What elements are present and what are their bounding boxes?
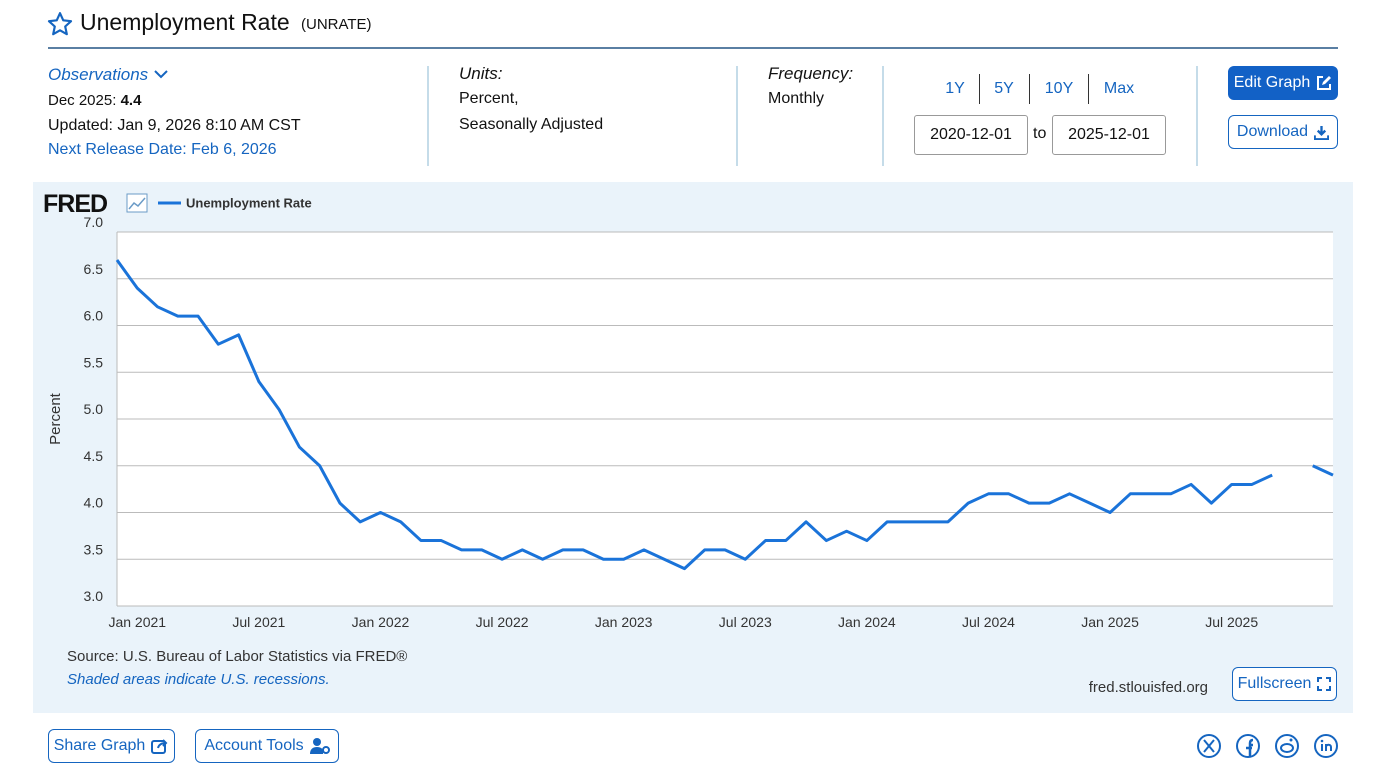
y-tick-label: 3.5	[84, 541, 104, 557]
share-icon	[151, 739, 168, 754]
x-tick-label: Jan 2023	[595, 614, 653, 630]
x-tick-label: Jul 2021	[232, 614, 285, 630]
latest-observation: Dec 2025: 4.4	[48, 92, 141, 109]
series-id: (UNRATE)	[301, 16, 372, 33]
y-tick-label: 4.0	[84, 495, 104, 511]
end-date[interactable]: 2025-12-01	[1052, 115, 1166, 155]
fullscreen-button[interactable]: Fullscreen	[1232, 667, 1337, 701]
separator	[427, 66, 429, 166]
edit-graph-button[interactable]: Edit Graph	[1228, 66, 1338, 100]
frequency-value: Monthly	[768, 90, 825, 107]
to-label: to	[1033, 125, 1047, 142]
x-tick-label: Jul 2023	[719, 614, 772, 630]
x-tick-label: Jul 2024	[962, 614, 1015, 630]
site: fred.stlouisfed.org	[1089, 679, 1208, 696]
series-line	[115, 259, 1334, 571]
download-label[interactable]: Download	[1236, 123, 1309, 140]
linkedin-icon[interactable]	[1314, 734, 1338, 758]
share-graph-button[interactable]: Share Graph	[48, 729, 175, 763]
chart: FRED Percent Source: U.S. Bureau of Labo…	[43, 190, 1334, 696]
y-tick-label: 6.5	[84, 261, 104, 277]
separator	[736, 66, 738, 166]
range-link[interactable]: Max	[1103, 80, 1135, 97]
next-release[interactable]: Next Release Date: Feb 6, 2026	[48, 141, 277, 158]
logo-icon	[126, 193, 148, 213]
y-tick-label: 6.0	[84, 308, 104, 324]
y-tick-label: 5.5	[84, 354, 104, 370]
account-icon	[309, 738, 330, 754]
separator	[882, 66, 884, 166]
x-tick-label: Jul 2022	[476, 614, 529, 630]
separator	[1196, 66, 1198, 166]
account-label[interactable]: Account Tools	[204, 737, 304, 754]
star-icon[interactable]	[47, 11, 73, 37]
x-tick-label: Jan 2022	[352, 614, 410, 630]
account-tools-button[interactable]: Account Tools	[195, 729, 339, 763]
x-tick-label: Jul 2025	[1205, 614, 1258, 630]
separator	[979, 74, 980, 104]
y-axis-label: Percent	[47, 392, 64, 445]
x-tick-label: Jan 2021	[108, 614, 166, 630]
x-tick-label: Jan 2025	[1081, 614, 1139, 630]
y-tick-label: 7.0	[84, 214, 104, 230]
edit-icon	[1317, 76, 1332, 90]
frequency-label: Frequency:	[768, 64, 854, 83]
source: Source: U.S. Bureau of Labor Statistics …	[67, 648, 407, 665]
y-tick-label: 5.0	[84, 401, 104, 417]
updated: Updated: Jan 9, 2026 8:10 AM CST	[48, 117, 301, 134]
facebook-icon[interactable]	[1236, 734, 1260, 758]
observations-toggle[interactable]: Observations	[48, 65, 169, 85]
units-label: Units:	[459, 64, 503, 83]
x-icon[interactable]	[1197, 734, 1221, 758]
fred-logo: FRED	[43, 190, 107, 218]
units-line: Percent,	[459, 90, 519, 107]
rule	[48, 47, 1338, 49]
start-date[interactable]: 2020-12-01	[914, 115, 1028, 155]
separator	[1029, 74, 1030, 104]
download-button[interactable]: Download	[1228, 115, 1338, 149]
units-line: Seasonally Adjusted	[459, 116, 604, 133]
reddit-icon[interactable]	[1275, 734, 1299, 758]
latest-value: 4.4	[120, 92, 142, 109]
separator	[1088, 74, 1089, 104]
y-tick-label: 4.5	[84, 448, 104, 464]
y-tick-label: 3.0	[84, 588, 104, 604]
edit-label[interactable]: Edit Graph	[1233, 74, 1311, 91]
legend-label: Unemployment Rate	[186, 196, 312, 211]
title: Unemployment Rate	[80, 9, 290, 35]
range-link[interactable]: 10Y	[1044, 80, 1074, 97]
range-link[interactable]: 5Y	[994, 80, 1014, 97]
x-tick-label: Jan 2024	[838, 614, 896, 630]
fullscreen-icon	[1317, 677, 1332, 691]
recession-note: Shaded areas indicate U.S. recessions.	[67, 671, 330, 688]
fullscreen-label[interactable]: Fullscreen	[1237, 675, 1312, 692]
download-icon	[1314, 125, 1330, 140]
range-link[interactable]: 1Y	[945, 80, 965, 97]
latest-date: Dec 2025:	[48, 92, 117, 109]
chevron	[154, 70, 168, 79]
observations-label[interactable]: Observations	[48, 65, 149, 84]
social-links	[1197, 734, 1338, 758]
share-label[interactable]: Share Graph	[53, 737, 146, 754]
